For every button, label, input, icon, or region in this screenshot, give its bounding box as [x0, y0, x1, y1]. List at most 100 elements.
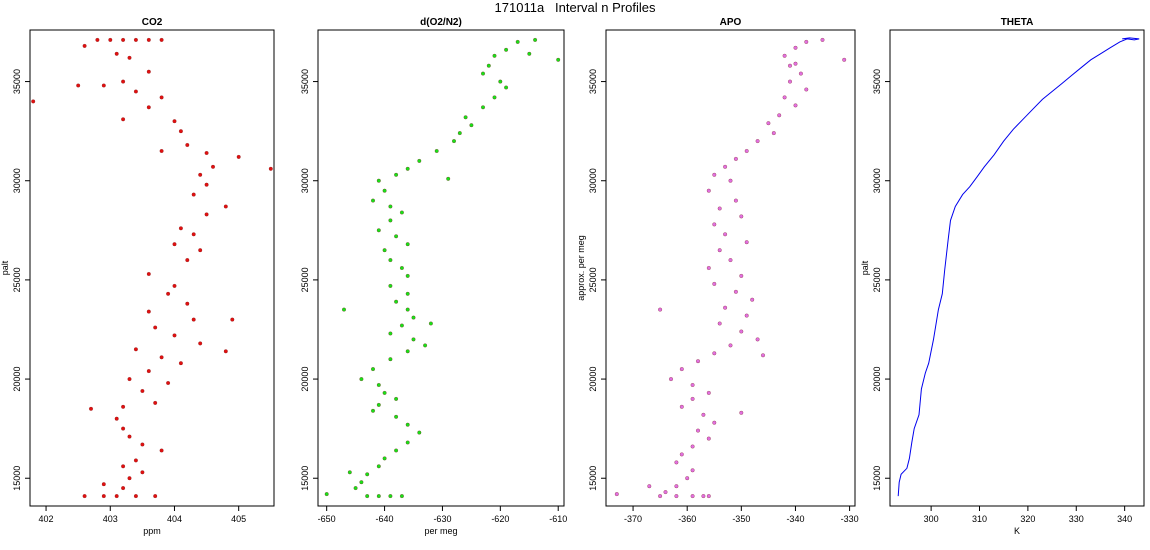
x-axis-label: per meg: [424, 526, 457, 536]
data-point: [376, 494, 381, 499]
data-point: [172, 283, 177, 288]
y-axis-label: palt: [0, 260, 10, 275]
x-tick-label: 403: [103, 514, 118, 524]
data-point: [728, 178, 733, 183]
data-point: [185, 143, 190, 147]
data-point: [108, 37, 113, 42]
data-point: [690, 494, 695, 499]
data-point: [178, 361, 183, 366]
data-point: [679, 404, 684, 409]
data-point: [793, 45, 798, 50]
data-point: [504, 47, 509, 52]
y-tick-label: 30000: [12, 168, 22, 193]
data-point: [382, 188, 387, 193]
data-point: [376, 464, 381, 469]
data-point: [533, 37, 538, 42]
x-tick-label: -610: [549, 514, 567, 524]
data-point: [739, 273, 744, 278]
data-point: [178, 226, 183, 231]
x-tick-label: -630: [433, 514, 451, 524]
data-point: [353, 486, 358, 491]
data-point: [706, 436, 711, 441]
data-point: [211, 164, 215, 169]
data-point: [198, 172, 203, 177]
data-point: [191, 317, 196, 322]
data-point: [394, 396, 399, 401]
y-axis-label: approx. per meg: [576, 235, 586, 301]
data-point: [382, 248, 387, 253]
data-point: [706, 266, 711, 270]
panel-title: CO2: [142, 17, 163, 28]
data-point: [679, 452, 684, 457]
data-point: [146, 37, 151, 42]
data-point: [492, 95, 497, 100]
data-point: [388, 494, 393, 499]
data-point: [121, 426, 126, 431]
x-tick-label: 300: [924, 514, 939, 524]
data-point: [172, 119, 177, 124]
data-point: [342, 307, 346, 312]
data-point: [452, 139, 456, 144]
data-point: [405, 166, 410, 171]
data-point: [204, 151, 209, 155]
y-tick-label: 25000: [12, 267, 22, 292]
data-point: [101, 482, 106, 487]
data-point: [376, 402, 381, 407]
data-point: [140, 470, 145, 475]
data-point: [394, 172, 399, 177]
data-point: [172, 242, 177, 247]
data-point: [114, 416, 119, 421]
data-point: [750, 297, 755, 302]
data-point: [744, 240, 749, 245]
data-point: [417, 430, 422, 435]
data-point: [178, 129, 183, 134]
data-point: [706, 390, 711, 395]
data-point: [701, 412, 706, 417]
data-point: [690, 396, 695, 401]
y-tick-label: 30000: [588, 168, 598, 193]
data-point: [504, 85, 509, 90]
data-point: [76, 83, 81, 88]
data-point: [647, 484, 652, 489]
data-point: [527, 51, 532, 56]
data-point: [127, 434, 132, 439]
data-point: [674, 460, 679, 465]
data-point: [733, 156, 738, 161]
data-point: [324, 492, 329, 497]
data-point: [428, 321, 433, 326]
data-point: [411, 315, 416, 320]
data-point: [744, 149, 749, 153]
data-point: [723, 164, 728, 169]
data-point: [405, 349, 410, 354]
data-point: [146, 105, 151, 110]
data-point: [133, 458, 138, 463]
y-tick-label: 20000: [12, 367, 22, 392]
data-point: [712, 420, 717, 425]
data-point: [486, 63, 491, 68]
data-point: [798, 71, 803, 76]
data-point: [706, 188, 711, 193]
y-tick-label: 15000: [588, 466, 598, 491]
data-point: [820, 37, 825, 42]
data-point: [223, 204, 228, 209]
data-point: [101, 494, 106, 499]
data-point: [204, 182, 209, 187]
x-tick-label: -620: [491, 514, 509, 524]
data-point: [376, 178, 381, 183]
data-point: [146, 369, 151, 374]
y-tick-label: 25000: [300, 267, 310, 292]
data-point: [782, 95, 787, 100]
data-point: [679, 367, 684, 372]
data-point: [498, 79, 503, 84]
data-point: [236, 154, 241, 159]
x-tick-label: 320: [1020, 514, 1035, 524]
data-point: [788, 79, 792, 84]
data-point: [95, 37, 100, 42]
data-point: [706, 494, 711, 499]
x-tick-label: -350: [732, 514, 750, 524]
x-axis-label: K: [1014, 526, 1020, 536]
x-tick-label: 404: [167, 514, 182, 524]
data-point: [223, 349, 228, 354]
data-point: [153, 325, 158, 330]
data-point: [204, 212, 209, 217]
